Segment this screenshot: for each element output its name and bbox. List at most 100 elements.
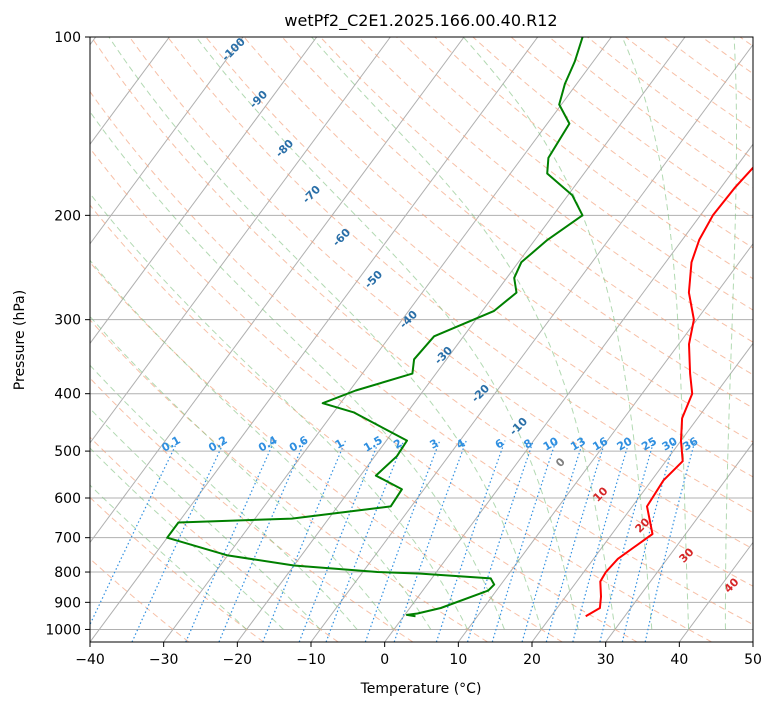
chart-title: wetPf2_C2E1.2025.166.00.40.R12 [284, 11, 557, 31]
moist-adiabat [462, 37, 653, 630]
moist-adiabat-label: 40 [722, 575, 742, 595]
dry-adiabat [319, 37, 753, 376]
dry-adiabat [90, 204, 638, 642]
isotherm-line [90, 37, 539, 642]
dry-adiabat [434, 37, 753, 280]
moist-adiabat-label: 0 [553, 455, 568, 470]
dry-adiabat [358, 37, 753, 343]
dewpoint-profile [166, 37, 584, 618]
isotherm-line [678, 541, 753, 642]
dry-adiabat [90, 436, 339, 642]
isotherm-line [90, 37, 465, 544]
profile-lines [166, 37, 753, 618]
y-tick-label: 1000 [45, 622, 81, 638]
x-tick-label: 10 [449, 652, 467, 668]
isotherm-line [90, 37, 391, 444]
x-tick-label: −20 [223, 652, 253, 668]
x-tick-label: 30 [597, 652, 615, 668]
moist-adiabat [195, 37, 579, 630]
moist-adiabat [90, 484, 247, 630]
isotherm-line [752, 641, 753, 642]
isotherm-line [90, 37, 170, 146]
dry-adiabat [510, 37, 753, 219]
y-tick-label: 300 [54, 313, 81, 329]
dry-adiabat [90, 37, 753, 587]
mixing-ratio-line [185, 440, 275, 642]
plot-frame [89, 36, 754, 643]
mixing-ratio-line [131, 440, 226, 642]
dry-adiabat [396, 37, 753, 311]
dry-adiabat-label: -100 [219, 35, 248, 64]
dry-adiabat [281, 37, 753, 409]
temperature-profile [585, 166, 753, 618]
dry-adiabat [90, 261, 563, 642]
moist-adiabat [108, 37, 542, 630]
moist-adiabat [90, 315, 395, 630]
moist-adiabat-label: 30 [677, 545, 697, 565]
dry-adiabat [90, 319, 488, 642]
dry-adiabat-label: -10 [507, 415, 530, 438]
x-axis-title: Temperature (°C) [360, 681, 482, 697]
y-tick-label: 200 [54, 208, 81, 224]
y-tick-label: 600 [54, 491, 81, 507]
dry-adiabat [167, 37, 753, 514]
y-tick-label: 900 [54, 595, 81, 611]
isotherm-line [90, 37, 244, 245]
dry-adiabat [129, 37, 753, 550]
y-axis: 100 200 300 400 500 600 700 800 900 1000 [45, 30, 90, 638]
y-tick-label: 100 [54, 30, 81, 46]
dry-adiabat-label: -30 [432, 344, 455, 367]
mixing-ratio-line [466, 440, 534, 642]
x-tick-label: 40 [670, 652, 688, 668]
x-tick-label: −40 [75, 652, 105, 668]
isotherm-line [531, 342, 753, 642]
mixing-ratio-line [218, 440, 306, 642]
moist-adiabat [90, 259, 432, 630]
moist-adiabat [724, 37, 737, 630]
mixing-ratio-line [90, 440, 179, 626]
background-lines [90, 37, 753, 642]
mixing-ratio-line [393, 440, 467, 642]
x-axis: −40 −30 −20 −10 0 10 20 30 40 50 [75, 642, 762, 668]
isotherm-line [384, 143, 753, 642]
x-tick-label: 50 [744, 652, 762, 668]
y-tick-label: 500 [54, 444, 81, 460]
mixing-ratio-line [521, 440, 584, 642]
dry-adiabat [90, 496, 264, 642]
x-tick-label: −10 [296, 652, 326, 668]
dry-adiabat [739, 37, 753, 47]
isotherm-line [163, 37, 612, 642]
moist-adiabat [90, 110, 505, 630]
mixing-ratio-line [644, 440, 696, 642]
y-axis-title: Pressure (hPa) [12, 290, 28, 390]
dry-adiabat [701, 37, 753, 75]
mixing-ratio-line [572, 440, 630, 642]
mixing-ratio-line [491, 440, 557, 642]
isoline-labels: 0.1 0.2 0.4 0.6 1 1.5 2 3 4 6 8 10 13 16 20 25 30 36-100-… [159, 35, 742, 596]
dry-adiabat [90, 147, 712, 642]
dry-adiabat-label: -70 [300, 183, 323, 206]
y-tick-label: 700 [54, 531, 81, 547]
mixing-ratio-label: 3 [427, 437, 440, 452]
y-tick-label: 400 [54, 387, 81, 403]
dry-adiabat-label: -60 [330, 226, 353, 249]
dry-adiabat-label: -80 [273, 137, 296, 160]
dry-adiabat-label: -40 [397, 308, 420, 331]
mixing-ratio-line [435, 440, 506, 642]
mixing-ratio-line [621, 440, 675, 642]
mixing-ratio-line [599, 440, 655, 642]
isotherm-line [90, 37, 318, 345]
dry-adiabat [548, 37, 753, 189]
x-tick-label: −30 [149, 652, 179, 668]
mixing-ratio-line [545, 440, 606, 642]
mixing-ratio-label: 4 [454, 436, 467, 451]
dry-adiabat [90, 90, 753, 626]
dry-adiabat-label: -50 [362, 268, 385, 291]
x-tick-label: 20 [523, 652, 541, 668]
isotherm-line [236, 37, 686, 642]
isotherm-line [457, 242, 753, 642]
isotherm-line [310, 43, 753, 642]
y-tick-label: 800 [54, 565, 81, 581]
moist-adiabat [90, 192, 469, 630]
